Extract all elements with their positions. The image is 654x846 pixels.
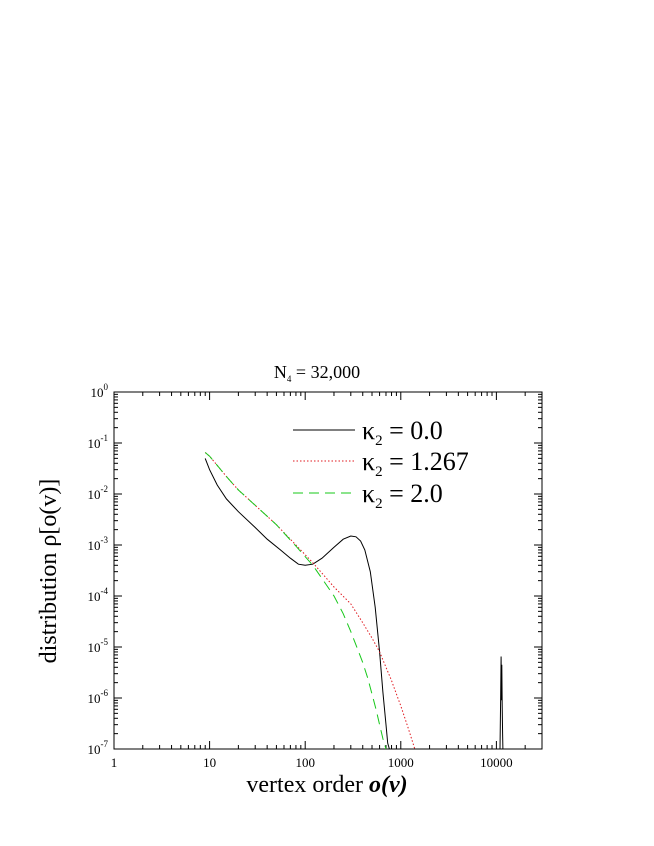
legend-label-2: κ2 = 2.0 [362, 479, 443, 512]
y-axis-label: distribution ρ[o(v)] [36, 479, 62, 664]
title-main: N [274, 362, 287, 382]
plot-frame [113, 391, 543, 750]
x-axis-label-main: vertex order [246, 772, 369, 798]
y-tick-label: 10-2 [88, 484, 109, 502]
x-tick-label: 1000 [388, 755, 414, 770]
title-rest: = 32,000 [291, 362, 360, 382]
legend-label-0: κ2 = 0.0 [362, 416, 443, 449]
series-layer [204, 452, 504, 750]
x-tick-label: 1 [111, 755, 118, 770]
y-tick-label: 10-3 [88, 535, 109, 553]
x-axis-ticks: 1 10 100 1000 10000 [111, 392, 543, 770]
series-line-2 [204, 452, 387, 750]
x-tick-label: 100 [295, 755, 315, 770]
y-axis-ticks: 100 10-1 10-2 10-3 10-4 10-5 10-6 10-7 [88, 382, 542, 757]
series-spike [499, 656, 504, 750]
x-tick-label: 10 [203, 755, 216, 770]
legend-label-1: κ2 = 1.267 [362, 447, 469, 480]
y-tick-label: 10-6 [88, 688, 109, 706]
y-tick-label: 10-1 [88, 433, 109, 451]
y-tick-label: 100 [91, 382, 109, 400]
series-line-0 [204, 458, 390, 750]
title-sub: 4 [287, 374, 292, 384]
y-tick-label: 10-7 [88, 739, 109, 757]
x-tick-label: 10000 [480, 755, 513, 770]
chart-title: N4 = 32,000 [274, 362, 360, 384]
y-tick-label: 10-5 [88, 637, 109, 655]
x-axis-label: vertex order o(v) [246, 772, 407, 798]
y-tick-label: 10-4 [88, 586, 109, 604]
x-axis-label-italic: o(v) [369, 772, 408, 798]
